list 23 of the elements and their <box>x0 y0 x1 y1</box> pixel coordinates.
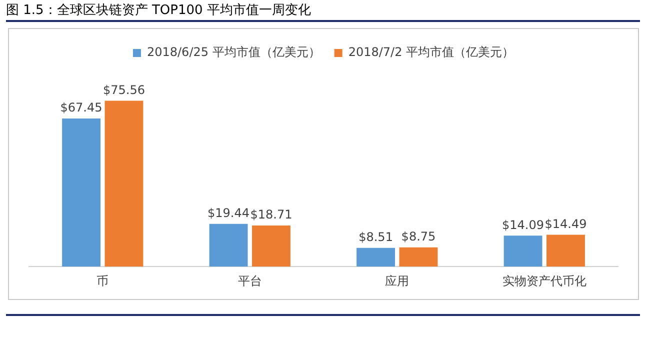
chart-title: 图 1.5：全球区块链资产 TOP100 平均市值一周变化 <box>6 2 640 22</box>
bar <box>62 118 100 267</box>
data-label: $67.45 <box>60 100 102 115</box>
data-label: $14.49 <box>544 216 587 231</box>
bar <box>104 100 144 267</box>
x-tick-label: 币 <box>96 274 109 288</box>
legend-label: 2018/6/25 平均市值（亿美元） <box>146 45 320 60</box>
data-label: $8.51 <box>358 230 393 244</box>
data-label: $14.09 <box>502 218 544 232</box>
bar <box>504 236 542 267</box>
x-tick-label: 平台 <box>238 274 262 288</box>
data-label: $75.56 <box>102 82 145 97</box>
legend-label: 2018/7/2 平均市值（亿美元） <box>348 45 514 60</box>
data-label: $18.71 <box>250 208 292 222</box>
x-tick-label: 实物资产代币化 <box>502 274 586 288</box>
bar <box>546 234 585 267</box>
bar <box>209 224 248 267</box>
data-label: $8.75 <box>401 230 436 244</box>
bar <box>399 247 438 267</box>
bar <box>356 248 395 267</box>
x-tick-label: 应用 <box>385 274 410 288</box>
data-label: $19.44 <box>208 206 250 220</box>
bar <box>252 226 290 267</box>
